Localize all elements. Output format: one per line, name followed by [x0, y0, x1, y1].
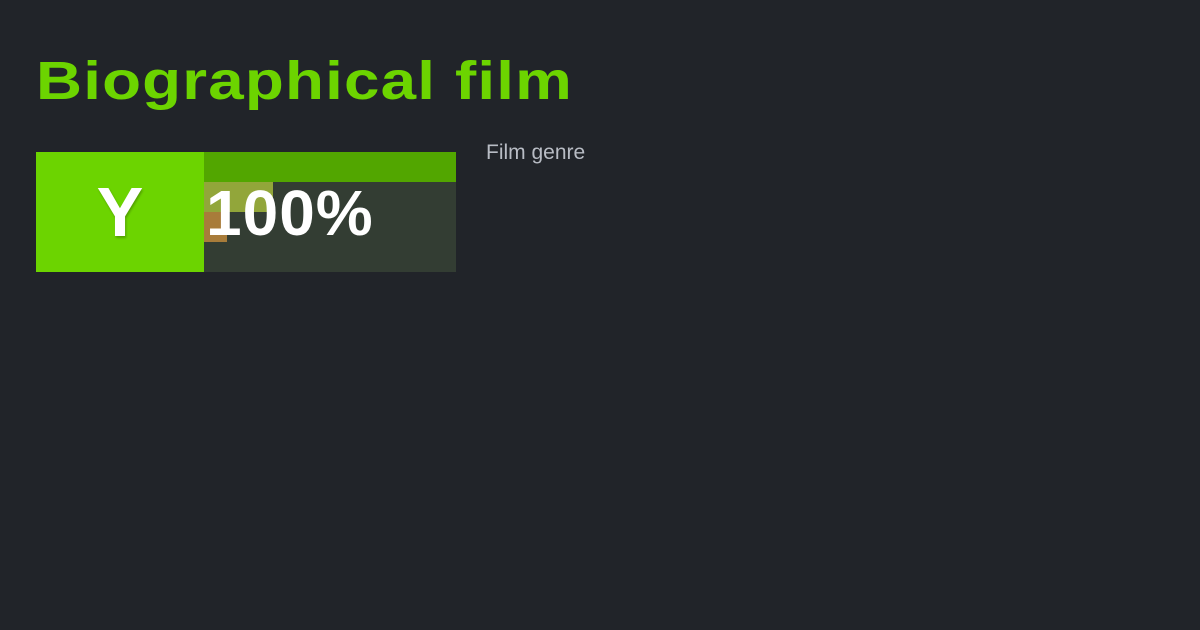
bar-2	[204, 182, 274, 212]
bar-1	[204, 152, 456, 182]
bar-3	[204, 212, 228, 242]
bar-area: 100%	[204, 152, 456, 272]
badge-letter: Y	[36, 152, 204, 272]
page-title: Biographical film	[36, 51, 573, 111]
subtitle: Film genre	[486, 141, 586, 164]
score-badge: Y 100%	[36, 152, 456, 272]
percent-label: 100%	[206, 177, 374, 249]
